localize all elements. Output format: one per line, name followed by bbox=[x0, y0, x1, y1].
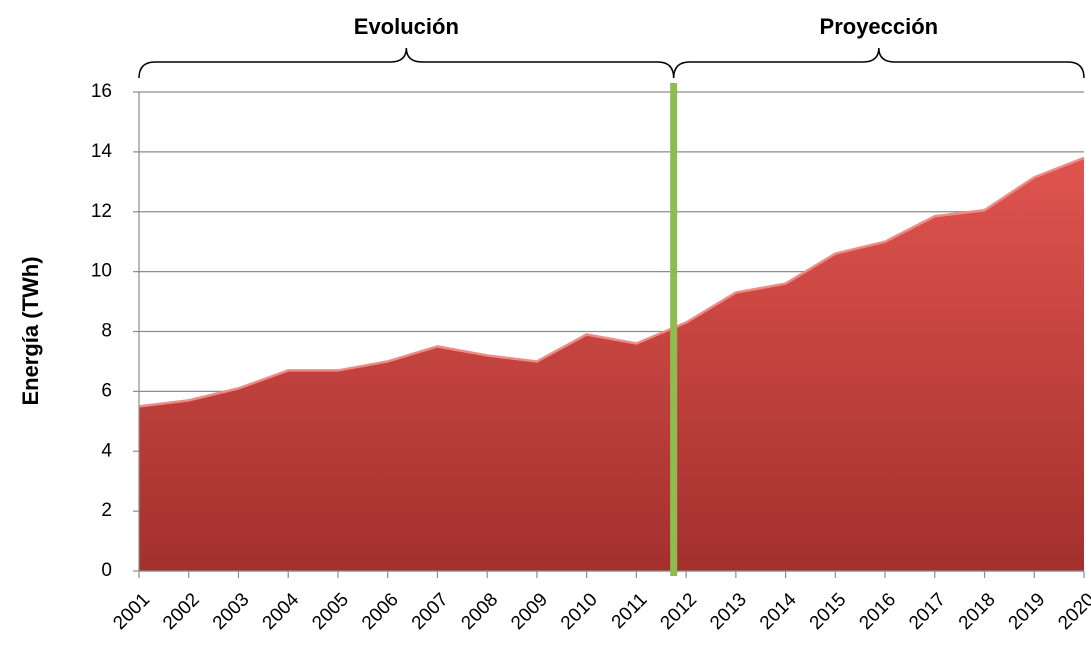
x-tick-label: 2014 bbox=[756, 589, 801, 634]
area-edge bbox=[138, 156, 1085, 408]
x-tick-label: 2004 bbox=[259, 589, 304, 634]
x-tick-label: 2011 bbox=[608, 589, 652, 633]
y-tick-label: 16 bbox=[91, 81, 112, 102]
x-tick-label: 2007 bbox=[408, 589, 453, 634]
x-tick-label: 2002 bbox=[159, 589, 204, 634]
brace bbox=[672, 47, 1085, 79]
y-tick-label: 10 bbox=[91, 261, 112, 282]
x-tick-label: 2001 bbox=[109, 589, 154, 634]
y-tick-label: 0 bbox=[101, 560, 112, 581]
x-tick-label: 2006 bbox=[358, 589, 403, 634]
area bbox=[139, 157, 1084, 572]
x-tick-label: 2018 bbox=[955, 589, 1000, 634]
x-tick-label: 2015 bbox=[806, 589, 851, 634]
x-tick-label: 2020 bbox=[1054, 589, 1091, 634]
y-tick-label: 12 bbox=[91, 201, 112, 222]
y-tick-label: 8 bbox=[101, 321, 112, 342]
y-tick-label: 6 bbox=[101, 380, 112, 401]
annotation-label: Proyección bbox=[820, 14, 939, 39]
x-tick-label: 2003 bbox=[209, 589, 254, 634]
y-tick-label: 2 bbox=[101, 500, 112, 521]
x-tick-label: 2010 bbox=[557, 589, 602, 634]
annotation-label: Evolución bbox=[354, 14, 459, 39]
x-tick-label: 2012 bbox=[656, 589, 701, 634]
y-axis-label: Energía (TWh) bbox=[18, 256, 43, 405]
x-tick-label: 2013 bbox=[706, 589, 751, 634]
x-tick-label: 2017 bbox=[905, 589, 950, 634]
x-tick-label: 2009 bbox=[507, 589, 552, 634]
x-tick-label: 2016 bbox=[855, 589, 900, 634]
x-tick-label: 2008 bbox=[457, 589, 502, 634]
brace bbox=[138, 47, 675, 79]
x-tick-label: 2019 bbox=[1005, 589, 1050, 634]
y-tick-label: 14 bbox=[91, 141, 113, 162]
x-tick-label: 2005 bbox=[308, 589, 353, 634]
y-tick-label: 4 bbox=[101, 440, 112, 461]
